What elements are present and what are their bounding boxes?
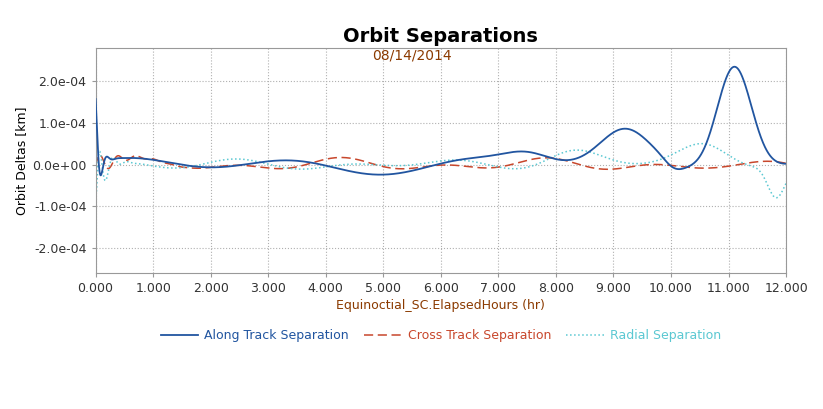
Along Track Separation <box>781 161 791 166</box>
Radial Separation <box>216 158 226 163</box>
Radial Separation <box>355 162 365 166</box>
Title: Orbit Separations: Orbit Separations <box>343 27 538 46</box>
Radial Separation <box>771 196 781 200</box>
Along Track Separation <box>91 97 100 101</box>
Along Track Separation <box>216 164 226 169</box>
Cross Track Separation <box>216 164 226 169</box>
Radial Separation <box>540 158 550 163</box>
Radial Separation <box>606 157 616 162</box>
Cross Track Separation <box>781 161 791 166</box>
Radial Separation <box>504 166 514 171</box>
Cross Track Separation <box>91 164 100 169</box>
Radial Separation <box>658 156 668 161</box>
Along Track Separation <box>95 173 105 178</box>
Along Track Separation <box>606 132 616 137</box>
Along Track Separation <box>540 154 550 159</box>
Y-axis label: Orbit Deltas [km]: Orbit Deltas [km] <box>15 106 28 215</box>
Along Track Separation <box>729 64 739 69</box>
Along Track Separation <box>504 150 514 155</box>
Cross Track Separation <box>95 153 105 157</box>
Cross Track Separation <box>540 155 550 160</box>
Radial Separation <box>91 162 100 167</box>
Legend: Along Track Separation, Cross Track Separation, Radial Separation: Along Track Separation, Cross Track Sepa… <box>156 324 726 348</box>
Along Track Separation <box>355 171 365 175</box>
Line: Cross Track Separation: Cross Track Separation <box>95 155 786 169</box>
Along Track Separation <box>658 156 668 161</box>
Cross Track Separation <box>607 167 616 172</box>
Line: Radial Separation: Radial Separation <box>95 144 786 198</box>
Line: Along Track Separation: Along Track Separation <box>95 67 786 175</box>
Cross Track Separation <box>355 157 365 162</box>
Cross Track Separation <box>504 162 514 167</box>
Radial Separation <box>781 181 791 186</box>
Radial Separation <box>696 141 706 146</box>
Text: 08/14/2014: 08/14/2014 <box>372 48 451 62</box>
Cross Track Separation <box>602 167 612 172</box>
X-axis label: Equinoctial_SC.ElapsedHours (hr): Equinoctial_SC.ElapsedHours (hr) <box>337 299 546 312</box>
Cross Track Separation <box>658 162 668 167</box>
